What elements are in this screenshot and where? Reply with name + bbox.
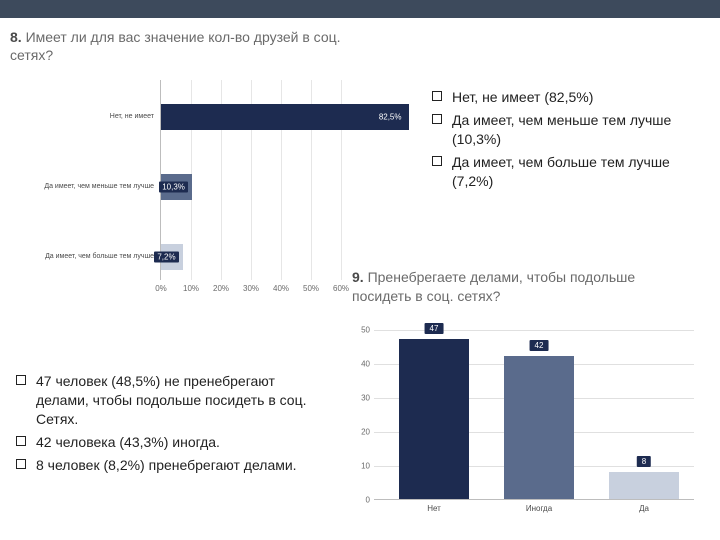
q9-bar-value: 8 bbox=[637, 456, 651, 467]
q9-bullet-item: 8 человек (8,2%) пренебрегают делами. bbox=[16, 456, 316, 475]
q8-xlabel: 60% bbox=[333, 284, 349, 293]
bullet-square-icon bbox=[432, 91, 442, 101]
q8-bar: 7,2% bbox=[161, 244, 183, 270]
bullet-square-icon bbox=[16, 375, 26, 385]
q8-bar: 10,3% bbox=[161, 174, 192, 200]
q8-bar-value: 82,5% bbox=[376, 112, 405, 123]
q8-bullet-item: Нет, не имеет (82,5%) bbox=[432, 88, 712, 107]
q8-bullet-item-text: Нет, не имеет (82,5%) bbox=[452, 88, 593, 107]
q8-bar-value: 10,3% bbox=[159, 182, 188, 193]
q9-ylabel: 40 bbox=[350, 360, 370, 369]
q8-xlabel: 10% bbox=[183, 284, 199, 293]
q8-xlabel: 30% bbox=[243, 284, 259, 293]
q9-bullet-item-text: 47 человек (48,5%) не пренебрегают делам… bbox=[36, 372, 316, 429]
q9-bar: 42 bbox=[504, 356, 574, 499]
q9-bullet-item-text: 42 человека (43,3%) иногда. bbox=[36, 433, 220, 452]
q8-xlabel: 0% bbox=[155, 284, 167, 293]
q9-plot-area: 0102030405047Нет42Иногда8Да bbox=[374, 330, 694, 500]
q8-title-num: 8. bbox=[10, 29, 22, 45]
q8-bullet-item: Да имеет, чем меньше тем лучше (10,3%) bbox=[432, 111, 712, 149]
slide-top-bar bbox=[0, 0, 720, 18]
bullet-square-icon bbox=[16, 459, 26, 469]
q9-ylabel: 0 bbox=[350, 496, 370, 505]
q9-ylabel: 20 bbox=[350, 428, 370, 437]
q9-bar-value: 47 bbox=[425, 323, 444, 334]
q8-bullet-item-text: Да имеет, чем больше тем лучше (7,2%) bbox=[452, 153, 712, 191]
q9-xlabel: Нет bbox=[427, 504, 441, 513]
q9-bullet-item: 47 человек (48,5%) не пренебрегают делам… bbox=[16, 372, 316, 429]
q8-xlabel: 40% bbox=[273, 284, 289, 293]
q9-bullet-item-text: 8 человек (8,2%) пренебрегают делами. bbox=[36, 456, 297, 475]
q8-xlabel: 50% bbox=[303, 284, 319, 293]
bullet-square-icon bbox=[16, 436, 26, 446]
q9-bar-value: 42 bbox=[530, 340, 549, 351]
bullet-square-icon bbox=[432, 114, 442, 124]
q9-ylabel: 50 bbox=[350, 326, 370, 335]
q8-category-label: Да имеет, чем меньше тем лучше bbox=[44, 183, 154, 191]
q8-bullet-item: Да имеет, чем больше тем лучше (7,2%) bbox=[432, 153, 712, 191]
q8-xlabel: 20% bbox=[213, 284, 229, 293]
q8-plot-area: 0%10%20%30%40%50%60%82,5%Нет, не имеет10… bbox=[160, 80, 340, 280]
q8-title: 8. Имеет ли для вас значение кол-во друз… bbox=[10, 28, 370, 64]
q8-bar: 82,5% bbox=[161, 104, 409, 130]
q9-gridline bbox=[374, 330, 694, 331]
q9-title-num: 9. bbox=[352, 269, 364, 285]
q8-category-label: Да имеет, чем больше тем лучше bbox=[44, 253, 154, 261]
q9-ylabel: 10 bbox=[350, 462, 370, 471]
q9-title: 9. Пренебрегаете делами, чтобы подольше … bbox=[352, 268, 692, 306]
q8-bullet-item-text: Да имеет, чем меньше тем лучше (10,3%) bbox=[452, 111, 712, 149]
q8-category-label: Нет, не имеет bbox=[44, 113, 154, 121]
q9-ylabel: 30 bbox=[350, 394, 370, 403]
q8-title-text: Имеет ли для вас значение кол-во друзей … bbox=[10, 29, 341, 63]
q8-bullet-list: Нет, не имеет (82,5%) Да имеет, чем меньш… bbox=[432, 88, 712, 194]
q9-bullet-list: 47 человек (48,5%) не пренебрегают делам… bbox=[16, 372, 316, 478]
bullet-square-icon bbox=[432, 156, 442, 166]
q9-xlabel: Иногда bbox=[526, 504, 552, 513]
q9-bar: 8 bbox=[609, 472, 679, 499]
q9-bullet-item: 42 человека (43,3%) иногда. bbox=[16, 433, 316, 452]
q8-chart: 0%10%20%30%40%50%60%82,5%Нет, не имеет10… bbox=[60, 80, 340, 310]
q9-title-text: Пренебрегаете делами, чтобы подольше пос… bbox=[352, 269, 635, 304]
q8-bar-value: 7,2% bbox=[154, 252, 178, 263]
q9-chart: 0102030405047Нет42Иногда8Да bbox=[344, 330, 704, 530]
q9-xlabel: Да bbox=[639, 504, 649, 513]
q9-bar: 47 bbox=[399, 339, 469, 499]
